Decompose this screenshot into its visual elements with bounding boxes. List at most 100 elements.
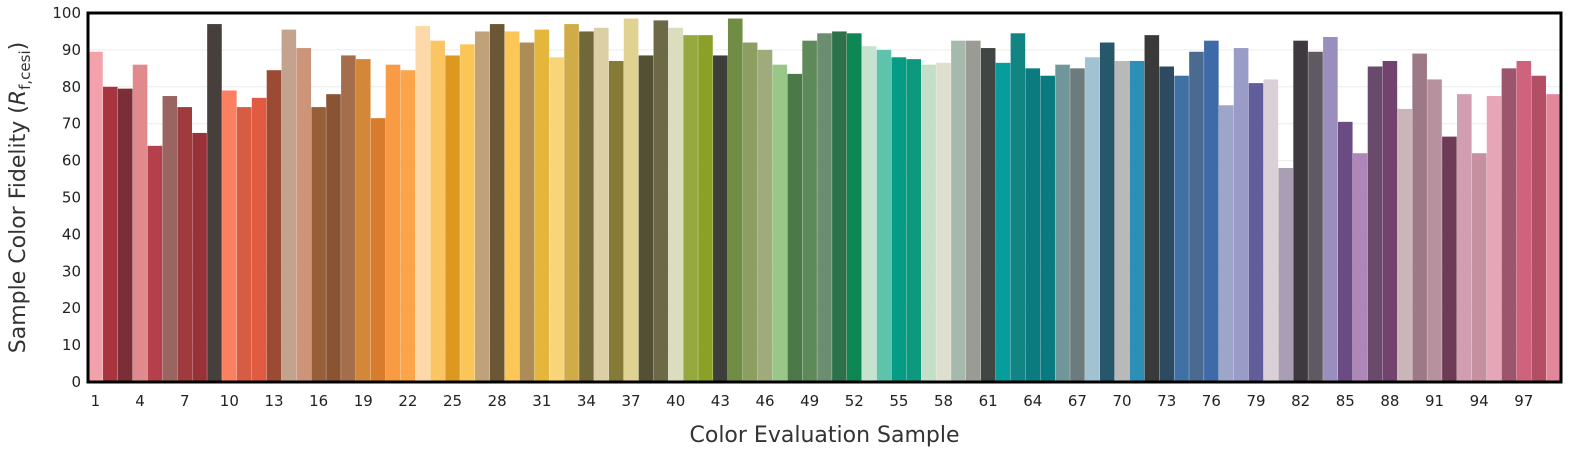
bar-sample-39 — [653, 20, 669, 382]
bar-sample-84 — [1323, 36, 1338, 383]
plot-frame — [86, 11, 1563, 384]
bar-sample-38 — [638, 55, 654, 383]
bar-sample-86 — [1352, 153, 1368, 382]
bar-sample-26 — [460, 44, 475, 383]
bar-sample-44 — [727, 18, 743, 382]
x-tick-label: 64 — [1023, 392, 1042, 410]
bar-sample-71 — [1129, 60, 1145, 382]
x-tick-label: 97 — [1514, 392, 1533, 410]
bar-sample-19 — [355, 59, 371, 382]
y-axis-title-symbol: R — [6, 90, 31, 105]
y-tick-label: 0 — [71, 373, 81, 391]
bar-sample-60 — [965, 40, 981, 383]
bar-sample-55 — [891, 57, 907, 382]
y-tick-label: 10 — [62, 336, 81, 354]
bar-sample-76 — [1204, 40, 1219, 383]
bar-sample-9 — [207, 24, 222, 382]
bar-sample-50 — [817, 33, 832, 383]
bar-sample-25 — [445, 55, 460, 383]
x-tick-label: 40 — [666, 392, 685, 410]
bar-sample-67 — [1070, 68, 1085, 382]
bar-sample-48 — [787, 73, 803, 382]
x-tick-label: 10 — [220, 392, 239, 410]
x-tick-label: 4 — [135, 392, 145, 410]
bar-sample-64 — [1025, 68, 1041, 382]
bar-sample-57 — [921, 64, 936, 382]
y-tick-label: 70 — [62, 115, 81, 133]
bar-sample-79 — [1248, 83, 1264, 383]
x-tick-label: 73 — [1157, 392, 1176, 410]
bar-sample-88 — [1382, 60, 1398, 382]
x-tick-label: 13 — [264, 392, 283, 410]
bar-sample-37 — [623, 18, 639, 382]
x-tick-label: 94 — [1470, 392, 1489, 410]
x-tick-label: 37 — [622, 392, 641, 410]
bar-sample-58 — [936, 62, 951, 382]
x-axis-title: Color Evaluation Sample — [690, 423, 960, 448]
bar-sample-56 — [906, 59, 922, 382]
bar-sample-54 — [876, 49, 892, 383]
bar-sample-3 — [117, 88, 133, 383]
x-tick-labels: 1 4 7 10 13 16 19 22 25 28 31 34 37 40 43 46 49 52 55 58 61 6… — [91, 392, 1534, 410]
bar-sample-7 — [177, 107, 193, 382]
x-tick-label: 88 — [1380, 392, 1399, 410]
bar-sample-87 — [1367, 66, 1383, 382]
bar-sample-72 — [1144, 35, 1160, 382]
bar-sample-81 — [1278, 167, 1294, 382]
x-tick-label: 79 — [1246, 392, 1265, 410]
bar-sample-53 — [861, 46, 877, 383]
x-tick-label: 61 — [979, 392, 998, 410]
y-tick-label: 30 — [62, 262, 81, 280]
bar-sample-27 — [474, 31, 490, 382]
bar-sample-92 — [1442, 136, 1457, 382]
bar-sample-91 — [1427, 79, 1442, 383]
y-tick-labels: 0 10 20 30 40 50 60 70 80 90 100 — [52, 4, 81, 391]
bar-sample-32 — [549, 57, 564, 382]
bar-sample-74 — [1174, 75, 1189, 382]
bar-sample-4 — [132, 64, 148, 382]
bar-sample-62 — [995, 62, 1011, 382]
bar-sample-93 — [1456, 94, 1472, 383]
bar-sample-65 — [1040, 75, 1055, 382]
bar-sample-20 — [370, 118, 386, 382]
bar-sample-31 — [534, 29, 550, 382]
x-tick-label: 43 — [711, 392, 730, 410]
bar-sample-80 — [1263, 79, 1279, 383]
bar-sample-63 — [1010, 33, 1026, 383]
bar-sample-49 — [802, 40, 817, 383]
y-axis-title-main: Sample Color Fidelity ( — [6, 105, 31, 353]
bar-sample-83 — [1308, 51, 1323, 383]
bar-sample-34 — [579, 31, 594, 382]
bar-sample-17 — [326, 94, 341, 383]
bar-sample-52 — [846, 33, 862, 383]
bar-sample-73 — [1159, 66, 1175, 382]
bar-sample-30 — [519, 42, 535, 383]
bar-sample-22 — [400, 70, 416, 382]
bar-sample-61 — [980, 48, 996, 383]
bar-sample-70 — [1114, 60, 1130, 382]
x-tick-label: 52 — [845, 392, 864, 410]
x-tick-label: 19 — [354, 392, 373, 410]
x-tick-label: 76 — [1202, 392, 1221, 410]
x-tick-label: 67 — [1068, 392, 1087, 410]
x-tick-label: 34 — [577, 392, 596, 410]
bar-sample-98 — [1531, 75, 1546, 382]
bar-sample-47 — [772, 64, 788, 382]
bar-sample-51 — [832, 31, 847, 382]
x-tick-label: 70 — [1113, 392, 1132, 410]
bar-sample-89 — [1397, 108, 1413, 382]
bar-sample-8 — [192, 132, 207, 382]
x-tick-label: 46 — [755, 392, 774, 410]
bar-sample-29 — [504, 31, 520, 382]
bar-sample-95 — [1486, 96, 1502, 383]
bar-sample-82 — [1293, 40, 1308, 383]
y-tick-label: 80 — [62, 78, 81, 96]
x-tick-label: 28 — [488, 392, 507, 410]
x-tick-label: 85 — [1336, 392, 1355, 410]
bar-sample-85 — [1337, 121, 1353, 382]
bar-sample-90 — [1412, 53, 1427, 383]
bars — [88, 18, 1561, 383]
x-tick-label: 91 — [1425, 392, 1444, 410]
